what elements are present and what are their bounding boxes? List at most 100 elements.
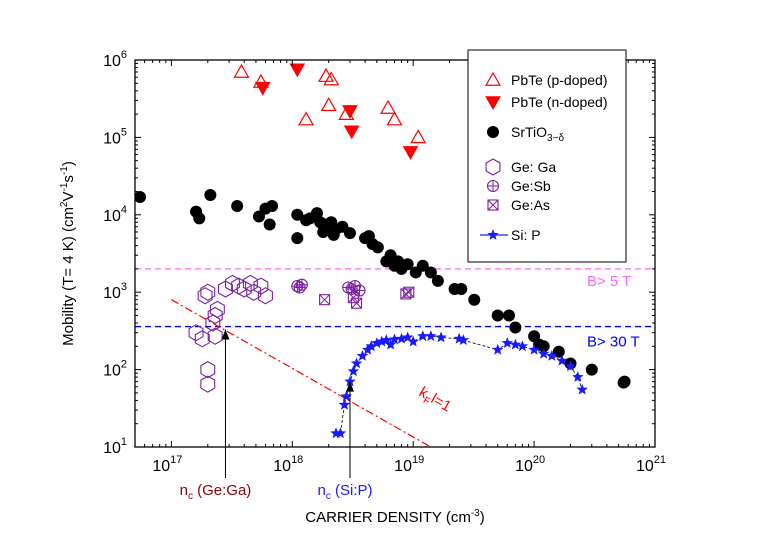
- data-point: [371, 241, 384, 254]
- data-point: [457, 334, 470, 345]
- data-point: [200, 375, 216, 393]
- data-point: [468, 293, 481, 306]
- annotation-label: nc (Si:P): [317, 482, 372, 502]
- x-tick-label: 1021: [636, 454, 666, 475]
- data-point: [537, 340, 550, 353]
- data-point: [188, 324, 204, 342]
- data-point: [236, 280, 252, 298]
- y-axis-title: Mobility (T= 4 K) (cm2V-1s-1): [59, 161, 77, 346]
- data-point: [380, 334, 393, 345]
- data-point: [528, 343, 540, 355]
- data-point: [425, 330, 437, 342]
- x-tick-label: 1018: [273, 454, 303, 475]
- data-point: [401, 258, 414, 271]
- annotations: nc (Ge:Ga) nc (Si:P): [180, 329, 372, 502]
- data-point: [353, 284, 366, 297]
- legend-marker: [487, 229, 499, 240]
- data-point: [266, 199, 279, 212]
- data-point: [576, 383, 588, 395]
- data-point: [376, 335, 388, 347]
- data-point: [197, 287, 213, 305]
- legend-marker: [485, 96, 501, 111]
- data-point: [386, 111, 403, 126]
- data-point: [431, 274, 444, 287]
- x-tick-label: 1017: [152, 454, 182, 475]
- data-point: [200, 360, 216, 379]
- data-point: [319, 294, 331, 306]
- data-point: [492, 343, 504, 355]
- data-point: [298, 111, 315, 126]
- axis-labels: 1017 1018 1019 1020 1021 101 102 103 104 105 106 CA…: [59, 49, 666, 526]
- data-point: [340, 390, 353, 402]
- data-point: [384, 338, 397, 350]
- legend: PbTe (p-doped) PbTe (n-doped) SrTiO3−δ Ge: …: [467, 49, 627, 263]
- data-point: [371, 337, 383, 348]
- data-point: [334, 427, 347, 439]
- data-point: [291, 232, 304, 245]
- data-point: [572, 371, 584, 382]
- y-tick-label: 103: [103, 281, 127, 302]
- x-axis-title: CARRIER DENSITY (cm-3): [305, 508, 484, 526]
- data-point: [350, 357, 363, 369]
- data-point: [246, 283, 262, 301]
- reference-line-label: B> 30 T: [587, 334, 640, 351]
- data-point: [491, 309, 504, 322]
- data-point: [365, 340, 377, 352]
- data-point: [417, 330, 429, 342]
- data-point: [455, 282, 468, 295]
- series-4: [291, 278, 366, 297]
- y-tick-label: 104: [103, 204, 127, 225]
- data-point: [207, 306, 223, 325]
- data-point: [402, 331, 414, 343]
- arrow-head: [345, 381, 354, 392]
- data-point: [135, 190, 147, 203]
- legend-marker: [487, 126, 499, 138]
- data-point: [253, 277, 269, 295]
- legend-marker: [486, 179, 500, 193]
- data-point: [395, 332, 408, 344]
- kfl-line: [171, 299, 432, 447]
- data-points: [135, 63, 631, 439]
- plot-frame: [134, 59, 656, 448]
- data-point: [501, 337, 513, 348]
- data-point: [204, 189, 217, 202]
- x-tick-label: 1019: [394, 454, 424, 475]
- reference-line-label: B> 5 T: [587, 273, 631, 290]
- data-point: [254, 81, 271, 96]
- y-tick-label: 102: [103, 359, 127, 380]
- y-tick-label: 101: [103, 436, 127, 457]
- data-point: [546, 350, 558, 361]
- data-point: [257, 287, 273, 305]
- data-point: [351, 297, 363, 309]
- data-point: [538, 347, 550, 359]
- data-point: [516, 340, 529, 352]
- data-point: [416, 259, 429, 272]
- series-0: [233, 63, 427, 144]
- data-point: [205, 314, 221, 332]
- data-point: [263, 218, 276, 231]
- legend-marker: [484, 71, 502, 86]
- data-point: [502, 309, 515, 322]
- annotation-label: nc (Ge:Ga): [180, 482, 252, 502]
- legend-label: Ge: Ga: [511, 159, 556, 175]
- reference-lines: [135, 268, 655, 447]
- legend-marker: [487, 199, 499, 211]
- data-point: [585, 363, 598, 376]
- data-point: [323, 71, 340, 86]
- data-point: [291, 208, 304, 221]
- data-point: [347, 365, 360, 377]
- data-point: [293, 281, 306, 294]
- data-point: [343, 227, 356, 240]
- data-point: [194, 330, 210, 348]
- data-point: [509, 321, 522, 334]
- fit-curves: [336, 335, 583, 434]
- legend-label: Si: P: [511, 227, 541, 243]
- data-point: [435, 331, 447, 343]
- data-point: [193, 212, 206, 225]
- data-point: [402, 146, 419, 160]
- data-point: [347, 292, 359, 304]
- data-point: [317, 67, 335, 82]
- series-2: [135, 189, 631, 389]
- data-point: [295, 278, 308, 291]
